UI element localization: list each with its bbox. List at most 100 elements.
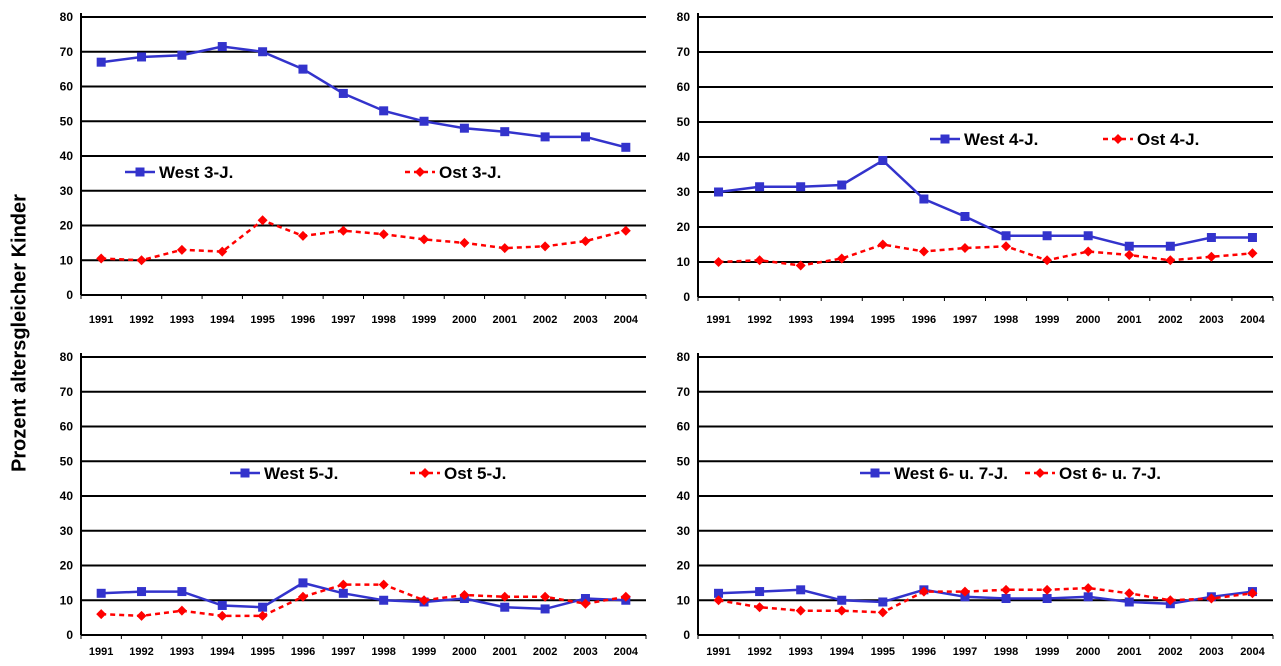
- x-tick-label: 2003: [573, 646, 597, 658]
- legend-west-marker: [135, 167, 145, 177]
- y-axis-title: Prozent altersgleicher Kinder: [0, 0, 40, 666]
- west-data-point: [878, 156, 888, 165]
- y-tick-label: 40: [60, 489, 74, 503]
- west-data-point: [919, 194, 929, 204]
- x-tick-label: 1999: [1035, 646, 1059, 658]
- west-data-point: [217, 600, 227, 610]
- west-data-point: [459, 123, 469, 133]
- legend-west-marker: [870, 468, 880, 478]
- legend-west-label: West 3-J.: [159, 163, 233, 182]
- y-tick-label: 40: [677, 150, 691, 164]
- west-data-point: [796, 585, 806, 595]
- x-tick-label: 1996: [912, 646, 936, 658]
- y-tick-label: 80: [60, 10, 74, 24]
- ost-data-point: [499, 591, 510, 602]
- ost-data-point: [217, 610, 228, 621]
- ost-data-point: [580, 236, 591, 247]
- x-tick-label: 1991: [706, 646, 730, 658]
- west-data-point: [379, 106, 389, 116]
- x-tick-label: 2001: [493, 646, 517, 658]
- ost-data-point: [176, 605, 187, 616]
- y-tick-label: 30: [60, 184, 74, 198]
- ost-data-point: [795, 260, 806, 271]
- chart-panel-west-ost-3j: 0 10 20 30 40 50 60 70 80 1991 1992 1993 1994 1995 199…: [60, 10, 647, 326]
- west-series-line: [718, 158, 1253, 248]
- x-tick-label: 2003: [573, 314, 597, 326]
- x-tick-label: 1994: [210, 646, 235, 658]
- west-data-point: [714, 187, 724, 197]
- y-tick-label: 70: [677, 45, 691, 59]
- chart-panel-west-ost-6-7j: 0 10 20 30 40 50 60 70 80 1991 1992 1993 1994 1995 199…: [677, 350, 1274, 658]
- legend-ost-marker: [1113, 134, 1123, 144]
- ost-data-point: [297, 591, 308, 602]
- west-data-point: [580, 132, 590, 142]
- west-data-point: [1001, 594, 1011, 604]
- x-tick-label: 2001: [493, 314, 517, 326]
- x-tick-label: 2001: [1117, 314, 1141, 326]
- x-tick-label: 1998: [371, 314, 395, 326]
- x-tick-label: 1999: [412, 646, 436, 658]
- ost-data-point: [1124, 588, 1135, 599]
- y-tick-label: 50: [677, 454, 691, 468]
- west-data-point: [500, 127, 510, 137]
- west-data-point: [419, 116, 429, 126]
- x-tick-label: 2004: [614, 314, 639, 326]
- west-data-point: [1206, 233, 1216, 242]
- x-tick-label: 1999: [412, 314, 436, 326]
- x-tick-label: 1998: [994, 646, 1018, 658]
- chart-panel-west-ost-4j: 0 10 20 30 40 50 60 70 80 1991 1992 1993 1994 1995 199…: [677, 10, 1274, 326]
- x-tick-label: 1995: [871, 314, 895, 326]
- y-tick-label: 40: [677, 489, 691, 503]
- legend-ost-label: Ost 5-J.: [444, 464, 506, 483]
- legend-ost-label: Ost 3-J.: [439, 163, 501, 182]
- west-data-point: [96, 588, 106, 598]
- west-data-point: [258, 602, 268, 612]
- west-data-point: [1165, 241, 1175, 251]
- west-data-point: [379, 595, 389, 605]
- y-tick-label: 20: [677, 559, 691, 573]
- west-data-point: [96, 57, 106, 67]
- ost-data-point: [1247, 588, 1258, 599]
- ost-data-point: [540, 241, 551, 252]
- x-tick-label: 2004: [1240, 646, 1265, 658]
- y-tick-label: 0: [683, 290, 690, 304]
- ost-data-point: [540, 591, 551, 602]
- ost-data-point: [620, 225, 631, 236]
- west-data-point: [580, 594, 590, 604]
- ost-data-point: [1001, 241, 1012, 252]
- x-tick-label: 1998: [994, 314, 1018, 326]
- ost-data-point: [754, 255, 765, 266]
- y-tick-label: 60: [677, 420, 691, 434]
- x-tick-label: 2002: [533, 646, 557, 658]
- y-tick-label: 80: [677, 350, 691, 364]
- chart-panel-west-ost-5j: 0 10 20 30 40 50 60 70 80 1991 1992 1993 1994 1995 199…: [60, 350, 647, 658]
- y-tick-label: 40: [60, 149, 74, 163]
- ost-data-point: [378, 579, 389, 590]
- x-tick-label: 1997: [953, 646, 977, 658]
- y-tick-label: 80: [60, 350, 74, 364]
- x-tick-label: 2000: [1076, 314, 1100, 326]
- y-tick-label: 0: [66, 628, 73, 642]
- ost-data-point: [257, 610, 268, 621]
- x-tick-label: 1999: [1035, 314, 1059, 326]
- west-data-point: [298, 64, 308, 74]
- ost-data-point: [1206, 251, 1217, 262]
- ost-data-point: [338, 225, 349, 236]
- west-series-line: [718, 588, 1253, 605]
- ost-data-point: [713, 257, 724, 267]
- west-data-point: [1042, 594, 1052, 604]
- ost-data-point: [918, 586, 929, 597]
- west-data-point: [1124, 597, 1134, 607]
- west-data-point: [177, 587, 187, 597]
- x-tick-label: 1991: [89, 314, 113, 326]
- ost-data-point: [96, 253, 107, 264]
- west-series-line: [101, 45, 627, 149]
- x-tick-label: 1994: [830, 314, 855, 326]
- ost-series-line: [101, 218, 627, 262]
- y-tick-label: 10: [677, 255, 691, 269]
- x-tick-label: 2001: [1117, 646, 1141, 658]
- ost-data-point: [795, 605, 806, 616]
- west-data-point: [1247, 233, 1257, 242]
- west-data-point: [177, 50, 187, 60]
- ost-data-point: [96, 609, 107, 620]
